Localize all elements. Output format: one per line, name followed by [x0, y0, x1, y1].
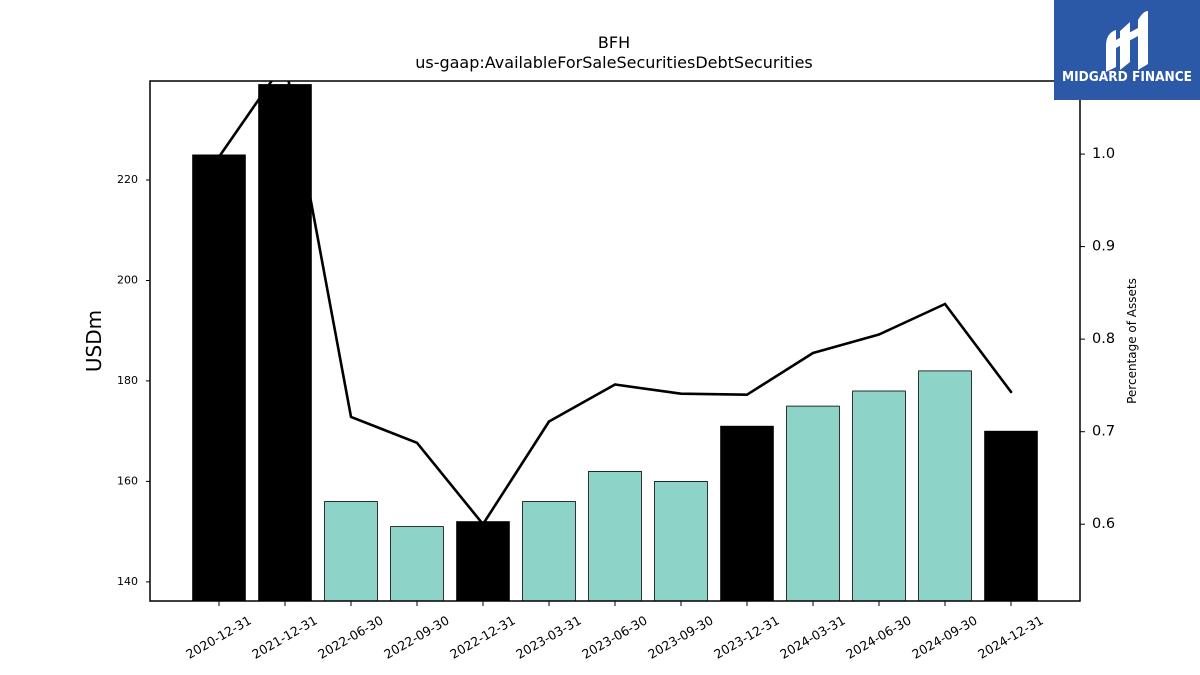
bar — [786, 405, 840, 601]
line-point — [1009, 390, 1013, 394]
bar — [984, 430, 1038, 601]
y-tick-label-left: 180 — [117, 374, 138, 387]
line-point — [547, 420, 551, 423]
bar — [522, 501, 576, 601]
bar — [720, 425, 774, 601]
line-point — [217, 155, 221, 159]
bar — [588, 470, 642, 601]
y-tick-label-right: 0.8 — [1092, 331, 1115, 347]
percentage-line-series — [217, 81, 1013, 526]
line-point — [679, 392, 683, 395]
y-tick-label-left: 220 — [117, 173, 138, 186]
bar — [390, 526, 444, 601]
line-point — [745, 393, 749, 396]
bar — [456, 521, 510, 601]
chart-title: BFH — [598, 33, 630, 52]
y-tick-label-right: 0.7 — [1092, 424, 1115, 440]
chart-subtitle: us-gaap:AvailableForSaleSecuritiesDebtSe… — [415, 53, 813, 72]
bar — [654, 480, 708, 601]
y-tick-label-left: 160 — [117, 474, 138, 487]
y-tick-label-right: 1.0 — [1092, 146, 1115, 162]
bar — [192, 154, 246, 601]
y-axis-left: 140 160 180 200 220 — [117, 173, 150, 588]
y-tick-label-left: 200 — [117, 274, 138, 287]
bar — [324, 501, 378, 601]
y-axis-label-left: USDm — [82, 310, 106, 372]
bar — [852, 390, 906, 601]
y-axis-right: 0.6 0.7 0.8 0.9 1.0 — [1080, 146, 1115, 532]
line-point — [943, 302, 947, 306]
line-point — [349, 415, 353, 419]
midgard-finance-logo: MIDGARD FINANCE — [1054, 0, 1200, 100]
y-tick-label-right: 0.9 — [1092, 239, 1115, 255]
line-point — [811, 351, 815, 355]
y-tick-label-right: 0.6 — [1092, 516, 1115, 532]
midgard-logo-icon — [1106, 11, 1148, 72]
line-point — [481, 523, 485, 526]
bar-series — [192, 84, 1038, 601]
y-tick-label-left: 140 — [117, 575, 138, 588]
y-axis-label-right: Percentage of Assets — [1125, 278, 1139, 404]
line-point — [415, 441, 419, 444]
line-point — [613, 383, 617, 386]
bar — [918, 370, 972, 601]
line-point — [877, 333, 881, 336]
bar — [258, 84, 312, 601]
logo-text: MIDGARD FINANCE — [1062, 70, 1192, 85]
